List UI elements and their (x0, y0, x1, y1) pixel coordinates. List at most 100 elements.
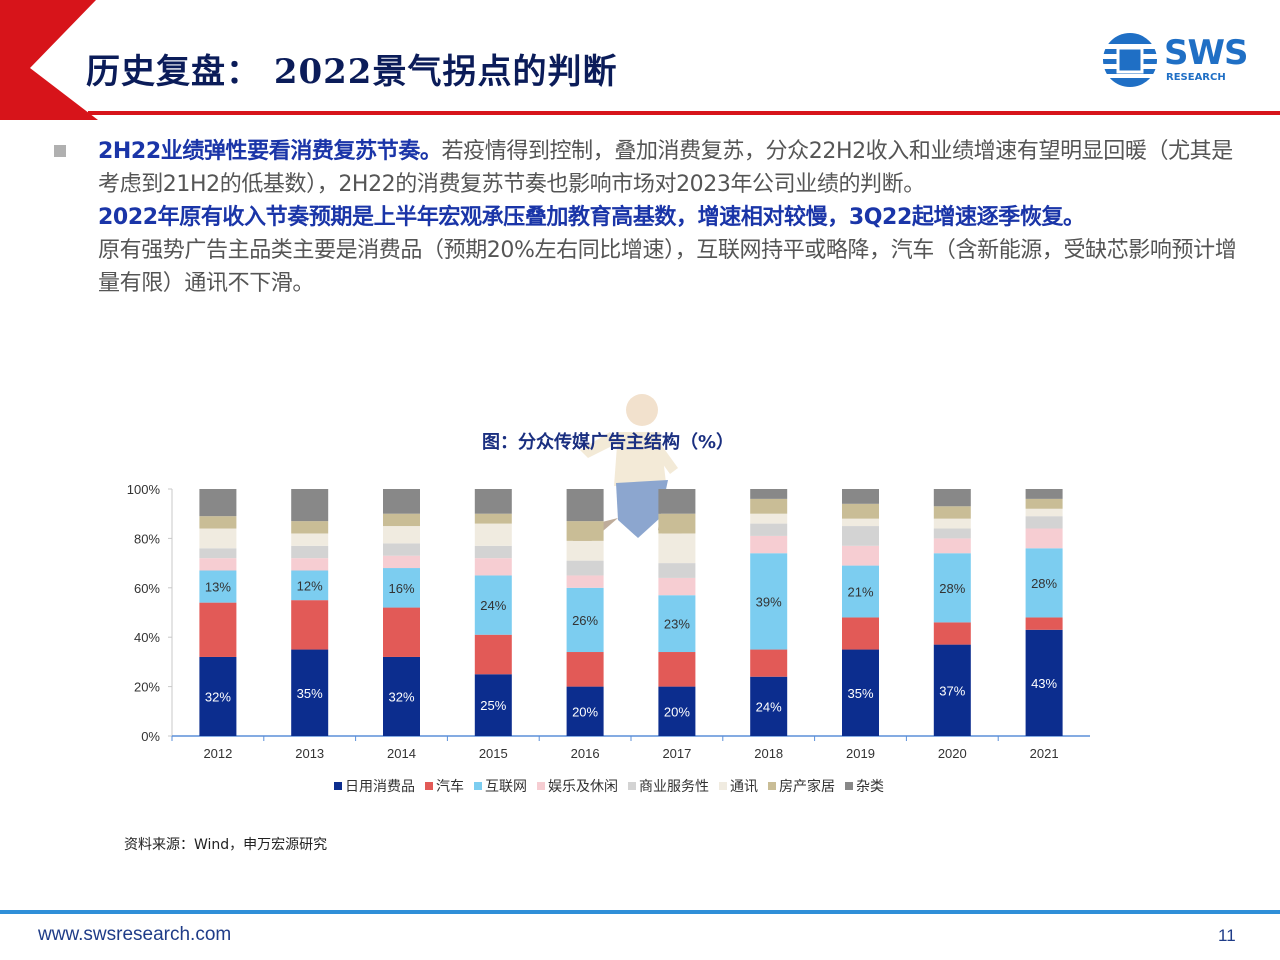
legend-swatch (537, 782, 545, 790)
legend-label: 通讯 (730, 779, 758, 795)
bar-segment (933, 518, 971, 529)
y-tick-label: 40% (134, 630, 160, 645)
bar-segment (566, 489, 604, 522)
y-tick-label: 0% (141, 729, 160, 744)
bar-segment (842, 526, 879, 546)
data-label: 32% (205, 689, 231, 704)
bar-segment (750, 553, 788, 650)
bar-segment (658, 652, 696, 687)
bar-segment (566, 587, 604, 653)
bar-segment (1025, 528, 1063, 549)
chart-title: 图：分众传媒广告主结构（%） (481, 432, 735, 453)
logo-subtitle: RESEARCH (1166, 72, 1226, 83)
y-tick-label: 80% (134, 531, 160, 546)
legend-swatch (628, 782, 636, 790)
bar-segment (199, 656, 237, 736)
bar-segment (750, 513, 788, 524)
data-label: 24% (480, 598, 506, 613)
x-tick-label: 2018 (754, 746, 783, 761)
bar-segment (1025, 498, 1063, 509)
legend-swatch (768, 782, 776, 790)
bar-segment (199, 570, 237, 603)
bar-segment (658, 563, 696, 578)
bar-segment (933, 553, 971, 623)
legend-item: 杂类 (845, 776, 884, 796)
bar-segment (383, 656, 420, 736)
footer-divider (0, 910, 1280, 914)
bullet-square-icon (54, 145, 66, 157)
bar-segment (474, 558, 512, 576)
legend-label: 汽车 (436, 779, 464, 795)
bar-segment (842, 545, 879, 566)
data-label: 16% (388, 581, 414, 596)
legend-item: 互联网 (474, 776, 527, 796)
bar-segment (658, 595, 696, 653)
bar-segment (750, 535, 788, 554)
bar-segment (474, 545, 512, 559)
data-label: 23% (664, 617, 690, 632)
bar-segment (474, 489, 512, 514)
legend-item: 通讯 (719, 776, 758, 796)
body-text-1: 若疫情得到控制，叠加消费复苏，分众22H2收入和业绩增速有望明显回暖（尤其是考虑… (98, 139, 1233, 197)
bar-segment (291, 600, 329, 650)
bar-segment (1025, 508, 1063, 517)
bar-segment (1025, 617, 1063, 630)
page-title: 历史复盘： 2022景气拐点的判断 (86, 52, 618, 92)
header-banner (0, 0, 1280, 120)
bar-segment (842, 565, 879, 618)
body-text-2: 原有强势广告主品类主要是消费品（预期20%左右同比增速），互联网持平或略降，汽车… (98, 238, 1237, 296)
legend-item: 商业服务性 (628, 776, 709, 796)
legend-item: 汽车 (425, 776, 464, 796)
bar-segment (842, 649, 879, 736)
bar-segment (658, 686, 696, 736)
x-tick-label: 2012 (203, 746, 232, 761)
bar-segment (566, 521, 604, 541)
bar-segment (933, 528, 971, 539)
legend-label: 日用消费品 (345, 779, 415, 795)
x-tick-label: 2019 (846, 746, 875, 761)
bar-segment (750, 649, 788, 677)
bar-segment (750, 676, 788, 736)
bar-segment (1025, 548, 1063, 618)
bar-segment (1025, 516, 1063, 529)
bar-segment (291, 489, 329, 522)
bar-segment (566, 575, 604, 588)
bar-segment (933, 506, 971, 519)
data-label: 35% (297, 686, 323, 701)
data-label: 39% (756, 594, 782, 609)
legend-item: 娱乐及休闲 (537, 776, 618, 796)
data-label: 20% (664, 704, 690, 719)
bar-segment (291, 649, 329, 736)
data-label: 25% (480, 698, 506, 713)
bar-segment (199, 558, 237, 571)
bar-segment (291, 545, 329, 559)
x-tick-label: 2015 (479, 746, 508, 761)
bar-segment (291, 558, 329, 571)
bar-segment (383, 607, 420, 657)
x-tick-label: 2014 (387, 746, 416, 761)
legend-item: 房产家居 (768, 776, 835, 796)
bar-segment (933, 538, 971, 554)
bar-segment (842, 489, 879, 504)
bar-segment (750, 498, 788, 514)
bar-segment (566, 560, 604, 576)
bar-segment (566, 540, 604, 561)
bar-segment (383, 526, 420, 544)
legend-swatch (334, 782, 342, 790)
bar-segment (750, 489, 788, 499)
body-bold-1: 2H22业绩弹性要看消费复苏节奏。 (98, 139, 442, 164)
bar-segment (933, 489, 971, 507)
legend-label: 商业服务性 (639, 779, 709, 795)
y-tick-label: 60% (134, 581, 160, 596)
bar-segment (199, 516, 237, 529)
x-tick-label: 2013 (295, 746, 324, 761)
bar-segment (199, 602, 237, 657)
bar-segment (658, 513, 696, 534)
y-tick-label: 20% (134, 680, 160, 695)
bar-segment (474, 523, 512, 546)
y-tick-label: 100% (127, 482, 161, 497)
bar-segment (658, 489, 696, 514)
bar-segment (383, 543, 420, 556)
bar-segment (658, 533, 696, 564)
footer-url-link[interactable]: www.swsresearch.com (38, 924, 232, 945)
